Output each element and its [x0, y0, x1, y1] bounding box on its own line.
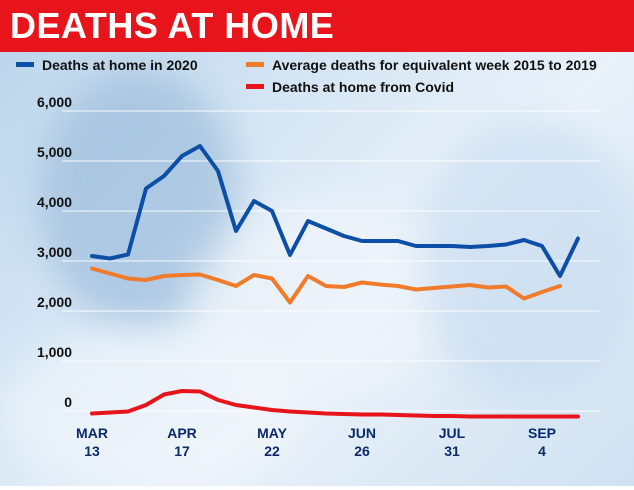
y-tick-label: 6,000 — [37, 94, 72, 110]
y-tick-label: 1,000 — [37, 344, 72, 360]
series-line-average-2015-2019 — [90, 266, 562, 305]
y-tick-label: 4,000 — [37, 194, 72, 210]
series-line-covid — [90, 389, 580, 419]
grid-lines — [62, 110, 600, 412]
y-tick-label: 5,000 — [37, 144, 72, 160]
x-tick-day: 31 — [444, 443, 460, 459]
x-tick-day: 4 — [538, 443, 546, 459]
y-tick-label: 2,000 — [37, 294, 72, 310]
x-tick-day: 13 — [84, 443, 100, 459]
photo-background-right — [420, 120, 634, 400]
x-tick-day: 22 — [264, 443, 280, 459]
chart-title: DEATHS AT HOME — [10, 5, 335, 46]
legend-swatch-covid — [246, 84, 264, 89]
x-tick-day: 17 — [174, 443, 190, 459]
legend-swatch-average — [246, 62, 264, 67]
y-tick-label: 0 — [64, 394, 72, 410]
legend: Deaths at home in 2020 Average deaths for… — [16, 57, 597, 95]
x-axis-ticks: MAR 13 APR 17 MAY 22 JUN 26 JUL 31 SEP 4 — [76, 425, 556, 459]
photo-sheets — [0, 330, 300, 490]
legend-label-average: Average deaths for equivalent week 2015 … — [272, 57, 597, 73]
series-line-2020 — [90, 144, 580, 278]
legend-label-covid: Deaths at home from Covid — [272, 79, 454, 95]
x-tick-month: JUL — [439, 425, 466, 441]
series-lines — [90, 144, 580, 419]
y-tick-label: 3,000 — [37, 244, 72, 260]
title-bar: DEATHS AT HOME — [0, 0, 634, 52]
y-axis-ticks: 6,000 5,000 4,000 3,000 2,000 1,000 0 — [37, 94, 72, 410]
x-tick-month: JUN — [348, 425, 376, 441]
legend-swatch-2020 — [16, 62, 34, 67]
x-tick-month: SEP — [528, 425, 556, 441]
x-tick-month: MAY — [257, 425, 287, 441]
x-tick-day: 26 — [354, 443, 370, 459]
legend-label-2020: Deaths at home in 2020 — [42, 57, 198, 73]
x-tick-month: MAR — [76, 425, 108, 441]
x-tick-month: APR — [167, 425, 197, 441]
